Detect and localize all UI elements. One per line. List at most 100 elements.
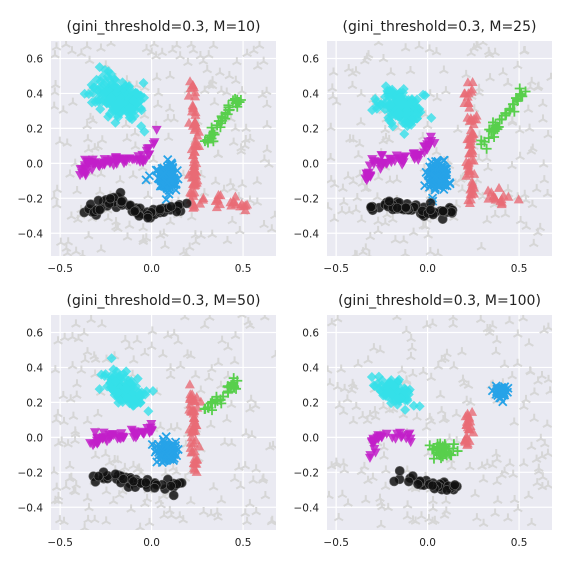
background-point xyxy=(423,230,434,239)
data-point xyxy=(395,91,406,102)
background-point xyxy=(144,517,155,527)
background-point xyxy=(431,147,442,156)
background-point xyxy=(84,55,95,65)
data-point xyxy=(111,154,122,164)
background-point xyxy=(327,152,336,162)
data-point xyxy=(183,90,194,100)
background-point xyxy=(248,45,259,55)
data-point xyxy=(142,212,153,223)
plot-area xyxy=(327,41,552,256)
background-point xyxy=(72,379,82,388)
background-point xyxy=(204,373,214,382)
background-point xyxy=(262,144,273,154)
background-point xyxy=(101,486,112,495)
background-point xyxy=(153,88,164,97)
data-point xyxy=(517,91,528,102)
background-point xyxy=(62,138,73,147)
background-point xyxy=(158,349,168,358)
background-point xyxy=(206,364,217,373)
data-point xyxy=(366,438,377,448)
background-point xyxy=(190,237,201,246)
background-point xyxy=(359,461,370,471)
background-point xyxy=(165,363,176,372)
data-point xyxy=(366,202,376,212)
background-point xyxy=(380,481,391,491)
background-point xyxy=(132,464,143,473)
data-point xyxy=(115,434,126,444)
background-point xyxy=(537,98,548,108)
data-point xyxy=(496,114,507,125)
data-point xyxy=(148,140,159,150)
data-point xyxy=(140,389,151,400)
data-point xyxy=(436,162,446,172)
background-point xyxy=(373,41,384,46)
background-point xyxy=(421,422,432,432)
background-point xyxy=(51,192,60,201)
background-point xyxy=(96,169,106,178)
background-point xyxy=(138,223,149,232)
background-point xyxy=(331,97,342,106)
data-point xyxy=(113,112,124,123)
data-point xyxy=(228,95,239,106)
background-point xyxy=(199,85,210,94)
background-point xyxy=(492,335,502,344)
background-point xyxy=(368,472,378,482)
background-point xyxy=(461,69,472,79)
background-point xyxy=(80,354,90,364)
background-point xyxy=(82,134,93,143)
background-point xyxy=(521,221,532,230)
data-point xyxy=(164,452,174,462)
data-point xyxy=(462,422,473,432)
background-point xyxy=(117,486,128,495)
data-point xyxy=(466,155,477,165)
background-point xyxy=(338,183,348,192)
y-tick-label: 0.0 xyxy=(302,432,319,444)
background-point xyxy=(379,442,389,451)
data-point xyxy=(501,108,512,119)
data-point xyxy=(496,384,506,394)
background-point xyxy=(215,67,225,76)
background-point xyxy=(206,509,216,518)
data-point xyxy=(104,108,115,119)
data-point xyxy=(400,404,411,415)
background-point xyxy=(195,51,206,60)
background-point xyxy=(457,184,468,193)
background-point xyxy=(515,151,525,161)
background-point xyxy=(59,332,70,342)
background-point xyxy=(83,144,94,153)
background-point xyxy=(221,87,232,96)
x-tick-label: 0.5 xyxy=(235,263,252,275)
data-point xyxy=(159,169,169,179)
data-point xyxy=(100,77,111,88)
background-point xyxy=(124,220,135,229)
points-layer xyxy=(327,315,552,529)
background-point xyxy=(375,345,386,354)
data-point xyxy=(399,383,410,394)
background-point xyxy=(165,370,176,380)
background-point xyxy=(390,235,401,244)
data-point xyxy=(401,108,412,119)
data-point xyxy=(222,381,233,392)
data-point xyxy=(365,451,376,461)
data-point xyxy=(375,164,386,174)
data-point xyxy=(422,140,433,150)
data-point xyxy=(110,376,121,387)
data-point xyxy=(75,171,86,181)
background-point xyxy=(363,355,373,364)
background-point xyxy=(376,519,386,529)
background-point xyxy=(503,513,513,522)
data-point xyxy=(162,441,172,451)
background-point xyxy=(380,218,391,227)
background-point xyxy=(363,475,373,485)
background-point xyxy=(159,228,169,237)
y-tick-label: −0.4 xyxy=(294,228,320,240)
background-point xyxy=(174,511,185,520)
background-point xyxy=(147,326,158,335)
data-point xyxy=(88,82,99,93)
background-point xyxy=(213,512,223,521)
background-point xyxy=(490,508,500,517)
background-point xyxy=(230,330,241,340)
background-point xyxy=(159,510,169,519)
background-point xyxy=(465,397,476,407)
background-point xyxy=(475,315,486,324)
